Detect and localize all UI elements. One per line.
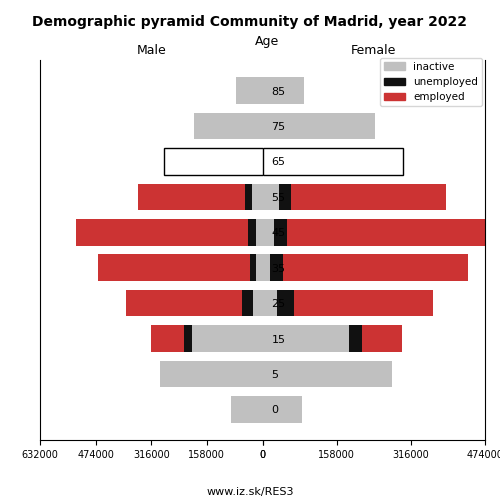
Text: Demographic pyramid Community of Madrid, year 2022: Demographic pyramid Community of Madrid,… (32, 15, 468, 29)
Bar (164, 148, 262, 174)
Bar (282, 254, 468, 281)
Bar (98, 254, 250, 281)
Bar (252, 290, 262, 316)
Bar (160, 360, 262, 388)
Bar (262, 184, 279, 210)
Bar (262, 112, 375, 140)
Bar (231, 396, 262, 422)
Legend: inactive, unemployed, employed: inactive, unemployed, employed (380, 58, 482, 106)
Bar (194, 112, 262, 140)
Bar (252, 184, 262, 210)
Bar (362, 326, 403, 352)
Bar (290, 184, 446, 210)
Bar (288, 219, 489, 246)
Bar (192, 326, 262, 352)
Bar (274, 219, 287, 246)
Bar (245, 184, 252, 210)
Bar (262, 219, 274, 246)
Bar (256, 219, 262, 246)
Bar (236, 78, 262, 104)
Bar (126, 290, 242, 316)
Bar (262, 78, 304, 104)
Bar (350, 326, 362, 352)
Bar (276, 290, 294, 316)
Bar (262, 290, 276, 316)
Bar (138, 184, 245, 210)
Title: Female: Female (351, 44, 397, 58)
Bar (262, 148, 404, 174)
Bar (248, 219, 256, 246)
Bar (184, 326, 192, 352)
Bar (262, 326, 350, 352)
Text: Age: Age (256, 34, 280, 48)
Bar (76, 219, 248, 246)
Bar (262, 360, 392, 388)
Bar (242, 290, 252, 316)
Title: Male: Male (136, 44, 166, 58)
Bar (279, 184, 290, 210)
Bar (262, 396, 302, 422)
Bar (270, 254, 282, 281)
Bar (256, 254, 262, 281)
Bar (151, 326, 184, 352)
Bar (294, 290, 433, 316)
Bar (250, 254, 256, 281)
Bar (262, 254, 270, 281)
Text: www.iz.sk/RES3: www.iz.sk/RES3 (206, 487, 294, 497)
